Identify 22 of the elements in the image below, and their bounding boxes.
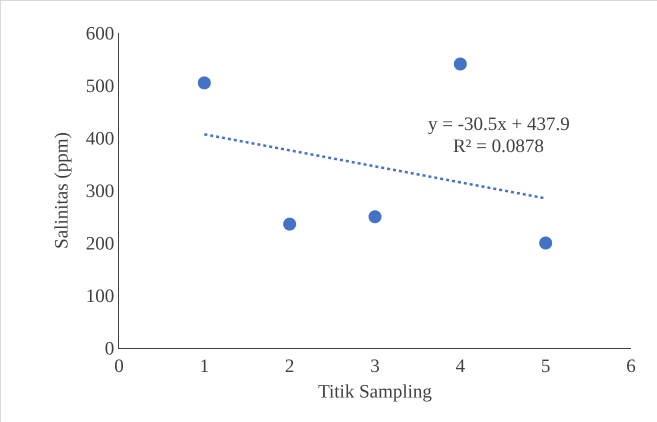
point <box>454 57 467 70</box>
x-tick-label: 6 <box>626 356 636 377</box>
y-tick-label: 600 <box>86 24 114 45</box>
point <box>283 218 296 231</box>
y-tick-label: 400 <box>86 128 114 150</box>
x-tick-label: 5 <box>540 356 550 377</box>
y-tick-label: 500 <box>86 76 114 98</box>
annotation: y = -30.5x + 437.9 <box>428 114 570 135</box>
x-tick-label: 2 <box>284 356 294 377</box>
y-tick-label: 100 <box>86 286 114 308</box>
y-axis-title: Salinitas (ppm) <box>52 132 73 249</box>
x-tick-label: 1 <box>200 356 210 377</box>
x-tick-label: 3 <box>370 356 380 377</box>
point <box>539 236 552 250</box>
annotation: R² = 0.0878 <box>453 136 544 157</box>
x-axis-title: Titik Sampling <box>318 382 432 403</box>
point <box>198 76 211 90</box>
x-tick-label: 4 <box>456 356 466 377</box>
point <box>368 210 382 224</box>
y-tick-label: 200 <box>86 234 114 255</box>
y-tick-label: 300 <box>86 181 114 202</box>
y-tick-label: 0 <box>104 338 114 360</box>
